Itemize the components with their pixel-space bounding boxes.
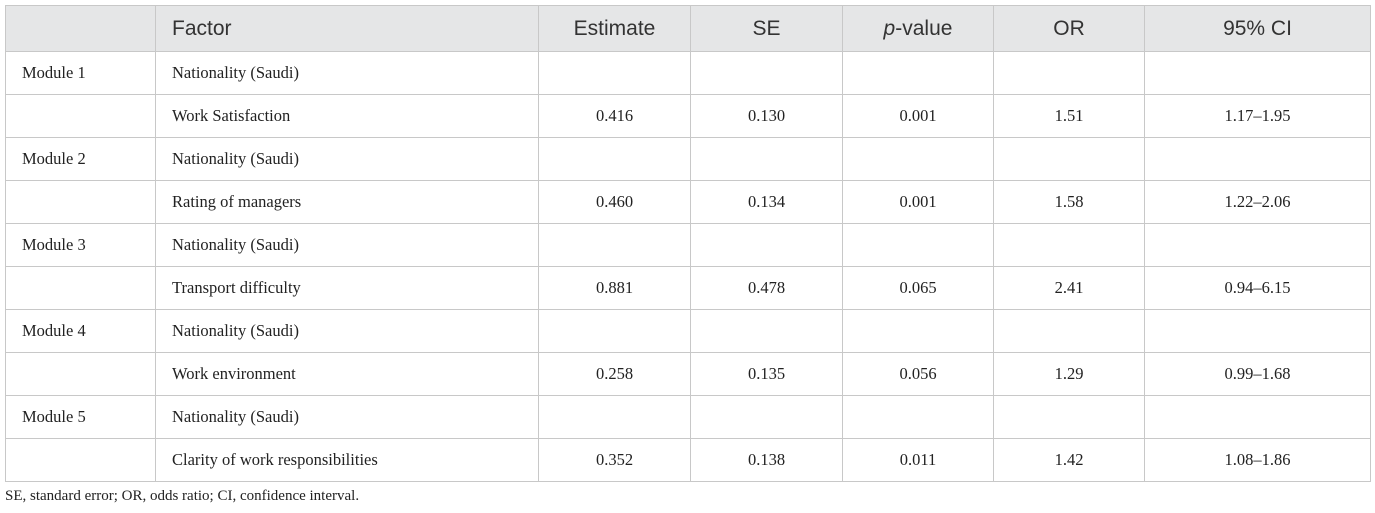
table-cell	[538, 51, 691, 95]
table-row: Rating of managers 0.460 0.134 0.001 1.58 1.2…	[5, 180, 1371, 224]
table-cell: 0.011	[842, 438, 994, 482]
table-cell: Rating of managers	[155, 180, 539, 224]
table-cell	[993, 309, 1145, 353]
table-cell: 0.881	[538, 266, 691, 310]
table-row: Module 2 Nationality (Saudi)	[5, 137, 1371, 181]
table-cell	[1144, 137, 1371, 181]
table-cell: Transport difficulty	[155, 266, 539, 310]
header-cell: SE	[690, 5, 843, 52]
table-cell	[5, 180, 156, 224]
table-cell: 0.135	[690, 352, 843, 396]
table-cell: Module 2	[5, 137, 156, 181]
table-cell	[5, 266, 156, 310]
table-cell: Work environment	[155, 352, 539, 396]
table-cell: Nationality (Saudi)	[155, 51, 539, 95]
table-cell: 1.22–2.06	[1144, 180, 1371, 224]
table-body: Module 1 Nationality (Saudi) Work Satisfac…	[5, 51, 1371, 482]
table-cell: 0.99–1.68	[1144, 352, 1371, 396]
table-cell: Module 1	[5, 51, 156, 95]
table-cell: 0.94–6.15	[1144, 266, 1371, 310]
table-cell: 1.58	[993, 180, 1145, 224]
table-cell	[538, 309, 691, 353]
table-cell	[1144, 309, 1371, 353]
table-cell: Module 5	[5, 395, 156, 439]
table-cell	[690, 51, 843, 95]
table-cell: Nationality (Saudi)	[155, 309, 539, 353]
table-cell: Module 3	[5, 223, 156, 267]
header-row: Factor Estimate SE p-value OR 95% CI	[5, 5, 1371, 52]
header-cell: Factor	[155, 5, 539, 52]
table-cell: 1.42	[993, 438, 1145, 482]
table-cell: 1.17–1.95	[1144, 94, 1371, 138]
table-row: Work environment 0.258 0.135 0.056 1.29 0.99–…	[5, 352, 1371, 396]
table-cell: Work Satisfaction	[155, 94, 539, 138]
table-cell	[5, 438, 156, 482]
table-cell	[538, 137, 691, 181]
table-cell: Nationality (Saudi)	[155, 137, 539, 181]
table-cell: 0.001	[842, 94, 994, 138]
table-cell	[690, 223, 843, 267]
table-cell	[1144, 223, 1371, 267]
table-cell	[690, 395, 843, 439]
table-cell: 1.08–1.86	[1144, 438, 1371, 482]
table-container: Factor Estimate SE p-value OR 95% CI Module 1…	[5, 5, 1371, 482]
table-cell: Module 4	[5, 309, 156, 353]
table-cell: Nationality (Saudi)	[155, 395, 539, 439]
table-cell: Nationality (Saudi)	[155, 223, 539, 267]
table-cell: 0.460	[538, 180, 691, 224]
table-cell: 0.258	[538, 352, 691, 396]
table-cell	[842, 137, 994, 181]
table-row: Module 1 Nationality (Saudi)	[5, 51, 1371, 95]
table-cell: 0.134	[690, 180, 843, 224]
table-row: Module 3 Nationality (Saudi)	[5, 223, 1371, 267]
table-cell	[690, 137, 843, 181]
table-cell: 0.001	[842, 180, 994, 224]
table-row: Work Satisfaction 0.416 0.130 0.001 1.51 1.17…	[5, 94, 1371, 138]
table-cell	[993, 223, 1145, 267]
table-cell: 2.41	[993, 266, 1145, 310]
table-cell	[993, 51, 1145, 95]
header-cell: p-value	[842, 5, 994, 52]
table-cell	[1144, 51, 1371, 95]
header-cell	[5, 5, 156, 52]
table: Factor Estimate SE p-value OR 95% CI Module 1…	[5, 5, 1371, 482]
table-cell	[993, 395, 1145, 439]
table-cell: 0.138	[690, 438, 843, 482]
header-cell: Estimate	[538, 5, 691, 52]
table-cell: 1.29	[993, 352, 1145, 396]
table-cell	[842, 223, 994, 267]
table-row: Transport difficulty 0.881 0.478 0.065 2.41 0…	[5, 266, 1371, 310]
table-cell	[1144, 395, 1371, 439]
table-cell	[993, 137, 1145, 181]
table-cell	[842, 51, 994, 95]
table-cell: 0.130	[690, 94, 843, 138]
table-row: Module 4 Nationality (Saudi)	[5, 309, 1371, 353]
table-cell	[5, 352, 156, 396]
footnote: SE, standard error; OR, odds ratio; CI, …	[5, 488, 360, 504]
table-cell	[538, 223, 691, 267]
table-cell: 0.352	[538, 438, 691, 482]
table-cell	[842, 309, 994, 353]
table-cell: 0.478	[690, 266, 843, 310]
table-cell	[842, 395, 994, 439]
table-cell	[690, 309, 843, 353]
table-cell: 0.065	[842, 266, 994, 310]
table-row: Module 5 Nationality (Saudi)	[5, 395, 1371, 439]
table-cell: Clarity of work responsibilities	[155, 438, 539, 482]
table-cell: 0.416	[538, 94, 691, 138]
table-cell: 0.056	[842, 352, 994, 396]
table-cell	[5, 94, 156, 138]
header-cell: OR	[993, 5, 1145, 52]
table-cell: 1.51	[993, 94, 1145, 138]
table-row: Clarity of work responsibilities 0.352 0.1…	[5, 438, 1371, 482]
header-cell: 95% CI	[1144, 5, 1371, 52]
table-cell	[538, 395, 691, 439]
